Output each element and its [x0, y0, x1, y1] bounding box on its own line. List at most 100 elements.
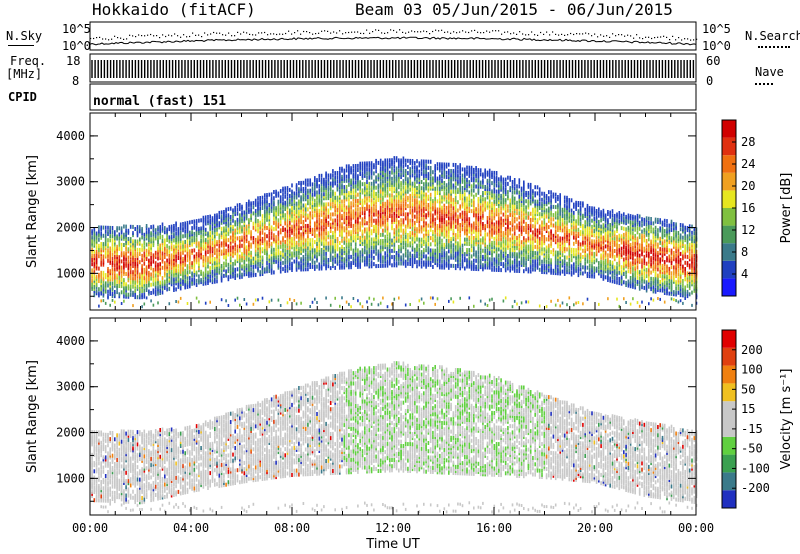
range-time-cell	[384, 183, 386, 188]
range-time-cell	[159, 231, 161, 236]
range-time-cell	[170, 259, 173, 264]
range-time-cell	[202, 238, 205, 243]
range-time-cell	[354, 180, 357, 185]
nsearch-point	[99, 36, 101, 38]
range-time-cell	[179, 259, 182, 264]
range-time-cell	[134, 251, 136, 256]
range-time-cell	[318, 217, 321, 222]
range-time-cell	[123, 265, 125, 270]
range-time-cell	[136, 256, 139, 260]
range-time-cell	[336, 183, 339, 188]
range-time-cell	[195, 270, 198, 275]
range-time-cell	[450, 297, 452, 301]
range-time-cell	[273, 256, 275, 260]
range-time-cell	[423, 217, 425, 222]
range-time-cell	[275, 189, 277, 194]
range-time-cell	[173, 259, 175, 264]
range-time-cell	[429, 196, 432, 201]
range-time-cell	[275, 255, 277, 260]
range-time-cell	[223, 234, 225, 239]
range-time-cell	[302, 246, 305, 251]
range-time-cell	[225, 215, 227, 220]
range-time-cell	[273, 251, 275, 256]
range-time-cell	[136, 284, 139, 289]
range-time-cell	[127, 247, 130, 252]
range-time-cell	[218, 248, 221, 252]
range-time-cell	[468, 190, 471, 195]
range-time-cell	[289, 227, 291, 231]
range-time-cell	[207, 256, 209, 261]
range-time-cell	[218, 264, 221, 269]
range-time-cell	[282, 228, 284, 232]
range-time-cell	[295, 267, 298, 272]
range-time-cell	[311, 213, 314, 218]
range-time-cell	[448, 216, 450, 221]
range-time-cell	[443, 251, 446, 256]
range-time-cell	[454, 196, 457, 200]
range-time-cell	[211, 269, 214, 274]
range-time-cell	[407, 195, 409, 200]
range-time-cell	[259, 253, 261, 258]
range-time-cell	[389, 187, 391, 192]
range-time-cell	[229, 256, 232, 261]
range-time-cell	[152, 228, 155, 233]
range-time-cell	[373, 218, 375, 223]
range-time-cell	[202, 244, 205, 249]
range-time-cell	[268, 207, 271, 212]
range-time-cell	[339, 228, 341, 233]
range-time-cell	[234, 220, 236, 225]
range-time-cell	[179, 234, 182, 239]
range-time-cell	[261, 230, 264, 235]
range-time-cell	[359, 207, 361, 212]
range-time-cell	[302, 265, 305, 270]
range-time-cell	[364, 248, 366, 253]
range-time-cell	[409, 187, 411, 192]
range-time-cell	[329, 212, 332, 217]
range-time-cell	[275, 251, 277, 256]
range-time-cell	[141, 266, 143, 271]
range-time-cell	[136, 247, 139, 252]
range-time-cell	[375, 208, 377, 213]
range-time-cell	[102, 242, 105, 247]
range-time-cell	[225, 250, 227, 255]
range-time-cell	[207, 215, 209, 219]
range-time-cell	[314, 186, 316, 191]
range-time-cell	[298, 263, 300, 268]
range-time-cell	[459, 296, 461, 300]
range-time-cell	[225, 213, 227, 218]
nsearch-point	[348, 31, 350, 34]
range-time-cell	[282, 215, 284, 220]
range-time-cell	[266, 193, 268, 197]
range-time-cell	[179, 232, 182, 237]
range-time-cell	[91, 284, 93, 289]
range-time-cell	[214, 244, 216, 249]
range-time-cell	[350, 221, 352, 226]
range-time-cell	[425, 192, 427, 197]
range-time-cell	[307, 213, 309, 218]
range-time-cell	[273, 239, 275, 244]
range-time-cell	[352, 180, 355, 185]
range-time-cell	[207, 219, 209, 224]
nsearch-point	[255, 34, 257, 36]
range-time-cell	[257, 212, 259, 217]
range-time-cell	[193, 279, 196, 284]
beam-date-title: Beam 03 05/Jun/2015 - 06/Jun/2015	[355, 0, 673, 19]
range-time-cell	[98, 254, 100, 259]
range-time-cell	[145, 271, 148, 276]
range-time-cell	[227, 275, 230, 280]
range-time-cell	[350, 166, 352, 171]
range-time-cell	[98, 248, 100, 253]
range-time-cell	[248, 218, 250, 223]
range-time-cell	[411, 173, 414, 178]
range-time-cell	[248, 228, 250, 233]
range-time-cell	[391, 255, 393, 260]
range-time-cell	[314, 190, 316, 195]
range-time-cell	[329, 266, 332, 271]
range-time-cell	[434, 164, 436, 169]
range-time-cell	[429, 176, 432, 181]
range-time-cell	[223, 273, 225, 278]
range-time-cell	[261, 239, 264, 243]
range-time-cell	[304, 195, 307, 200]
range-time-cell	[102, 279, 105, 284]
range-time-cell	[234, 261, 236, 266]
